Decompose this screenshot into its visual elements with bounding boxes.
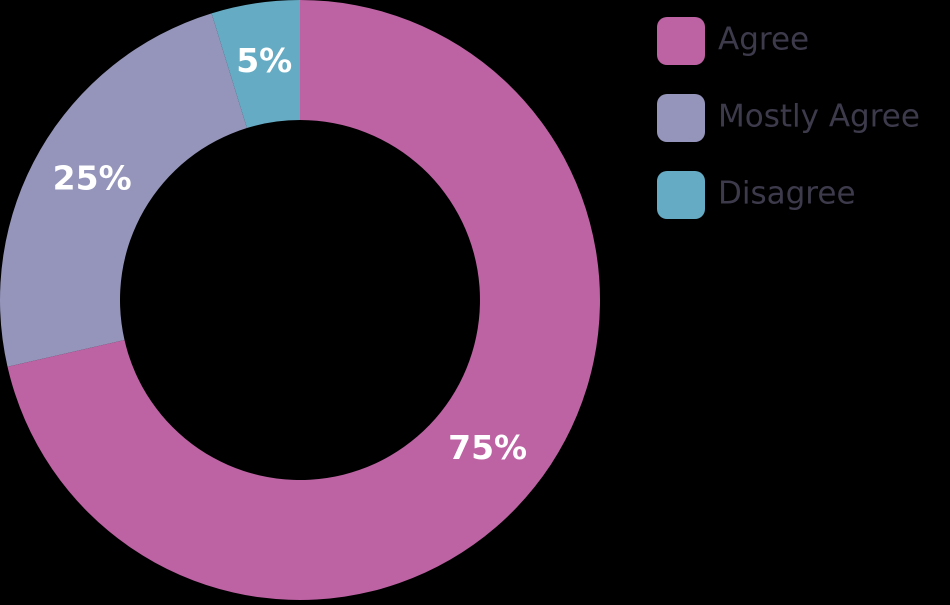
slice-label: 5%: [236, 41, 292, 80]
slice-label: 25%: [53, 159, 132, 198]
pie-slice: [0, 13, 247, 367]
legend-label: Mostly Agree: [718, 99, 920, 135]
legend-swatch: [657, 94, 705, 142]
slice-label: 75%: [448, 428, 527, 467]
pie-slice: [211, 0, 300, 128]
legend-label: Agree: [718, 22, 809, 58]
legend-swatch: [657, 171, 705, 219]
legend-label: Disagree: [718, 176, 856, 212]
legend-swatch: [657, 17, 705, 65]
pie-slice: [7, 0, 601, 601]
